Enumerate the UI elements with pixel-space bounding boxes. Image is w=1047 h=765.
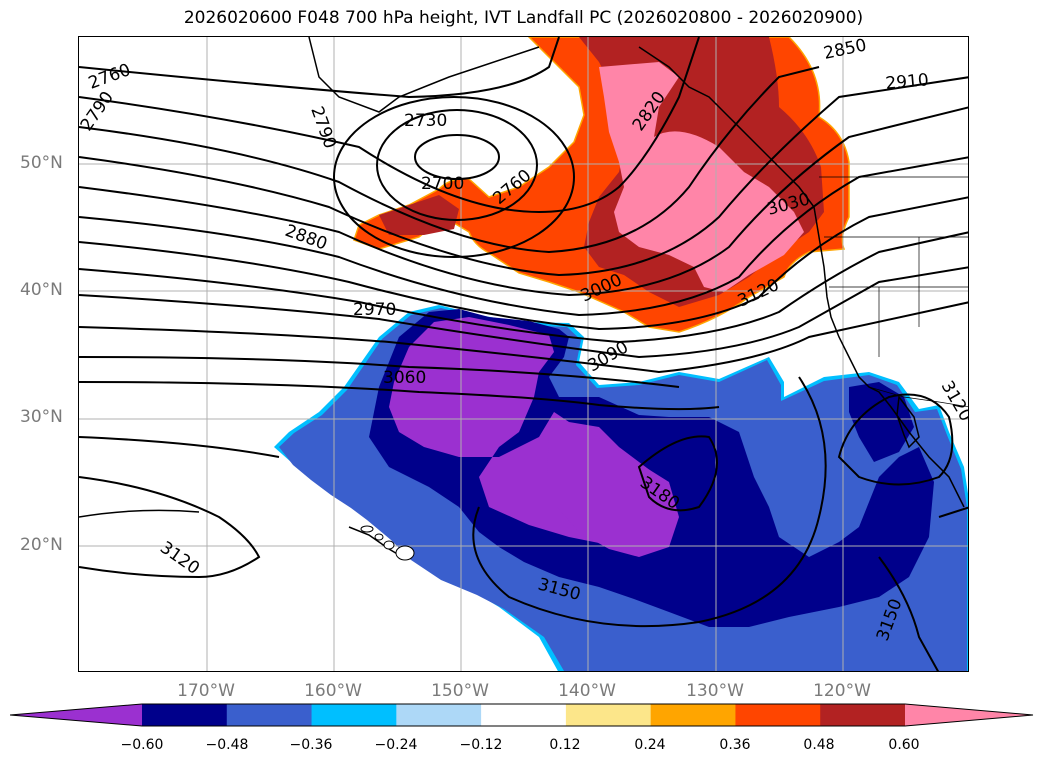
colorbar-bin — [10, 704, 142, 726]
lon-label-150w: 150°W — [431, 681, 489, 701]
colorbar-bin — [396, 704, 482, 726]
colorbar-bin — [565, 704, 652, 726]
ivt-negative-purple-south — [547, 432, 679, 557]
lon-label-170w: 170°W — [177, 681, 235, 701]
lat-label-20n: 20°N — [20, 535, 63, 555]
colorbar-bin — [820, 704, 906, 726]
height-contours — [79, 37, 968, 671]
map-canvas: 2760 2790 2790 2730 2700 2760 2820 2850 … — [79, 37, 968, 671]
colorbar-tick-label: −0.12 — [459, 737, 503, 753]
colorbar-tick-label: −0.24 — [374, 737, 418, 753]
colorbar-bin — [650, 704, 736, 726]
lat-label-50n: 50°N — [20, 153, 63, 173]
contour-label: 3060 — [383, 368, 426, 388]
colorbar-bin — [311, 704, 397, 726]
hawaii-islands — [360, 525, 415, 561]
colorbar-tick-label: −0.36 — [289, 737, 333, 753]
contour-label: 2790 — [306, 104, 340, 151]
colorbar-tick-label: 0.36 — [719, 737, 751, 753]
contour-label: 2910 — [885, 70, 930, 94]
colorbar-tick-label: −0.60 — [120, 737, 164, 753]
contour-label: 3120 — [156, 538, 203, 579]
colorbar-tick-label: 0.60 — [888, 737, 920, 753]
colorbar-bin — [226, 704, 313, 726]
colorbar-tick-label: 0.24 — [634, 737, 666, 753]
ivt-positive-darkred-spot — [379, 195, 459, 235]
colorbar-outline — [10, 703, 1034, 727]
contour-label: 2850 — [822, 37, 868, 64]
contour-label: 2790 — [79, 88, 118, 135]
ivt-positive-pink-region — [599, 62, 804, 292]
colorbar — [10, 703, 1034, 727]
colorbar-bin — [142, 704, 228, 726]
lat-label-30n: 30°N — [20, 407, 63, 427]
colorbar-tick-label: 0.12 — [549, 737, 581, 753]
map-panel: 2760 2790 2790 2730 2700 2760 2820 2850 … — [78, 36, 969, 672]
contour-label: 2700 — [421, 174, 464, 194]
colorbar-bin — [905, 704, 1033, 726]
contour-label: 2970 — [353, 300, 396, 320]
lon-label-160w: 160°W — [304, 681, 362, 701]
lon-label-130w: 130°W — [686, 681, 744, 701]
contour-label: 3090 — [585, 337, 632, 376]
contour-label: 2760 — [86, 60, 133, 94]
colorbar-bin — [735, 704, 821, 726]
colorbar-tick-label: 0.48 — [803, 737, 835, 753]
colorbar-bin — [481, 704, 567, 726]
map-title: 2026020600 F048 700 hPa height, IVT Land… — [183, 8, 864, 28]
lon-label-120w: 120°W — [813, 681, 871, 701]
colorbar-bins — [10, 704, 1033, 726]
graticule — [79, 37, 968, 671]
contour-label: 2730 — [404, 111, 447, 131]
colorbar-tick-label: −0.48 — [205, 737, 249, 753]
lon-label-140w: 140°W — [558, 681, 616, 701]
lat-label-40n: 40°N — [20, 280, 63, 300]
